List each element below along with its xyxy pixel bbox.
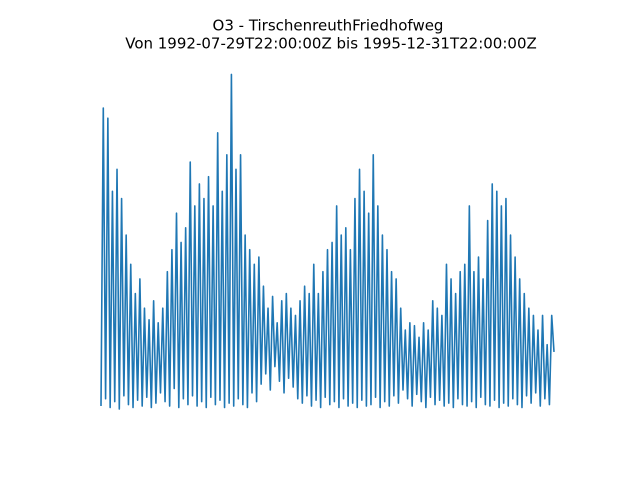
data-line bbox=[100, 73, 555, 410]
chart-subtitle: Von 1992-07-29T22:00:00Z bis 1995-12-31T… bbox=[125, 35, 537, 53]
chart-title: O3 - TirschenreuthFriedhofweg bbox=[213, 17, 444, 35]
